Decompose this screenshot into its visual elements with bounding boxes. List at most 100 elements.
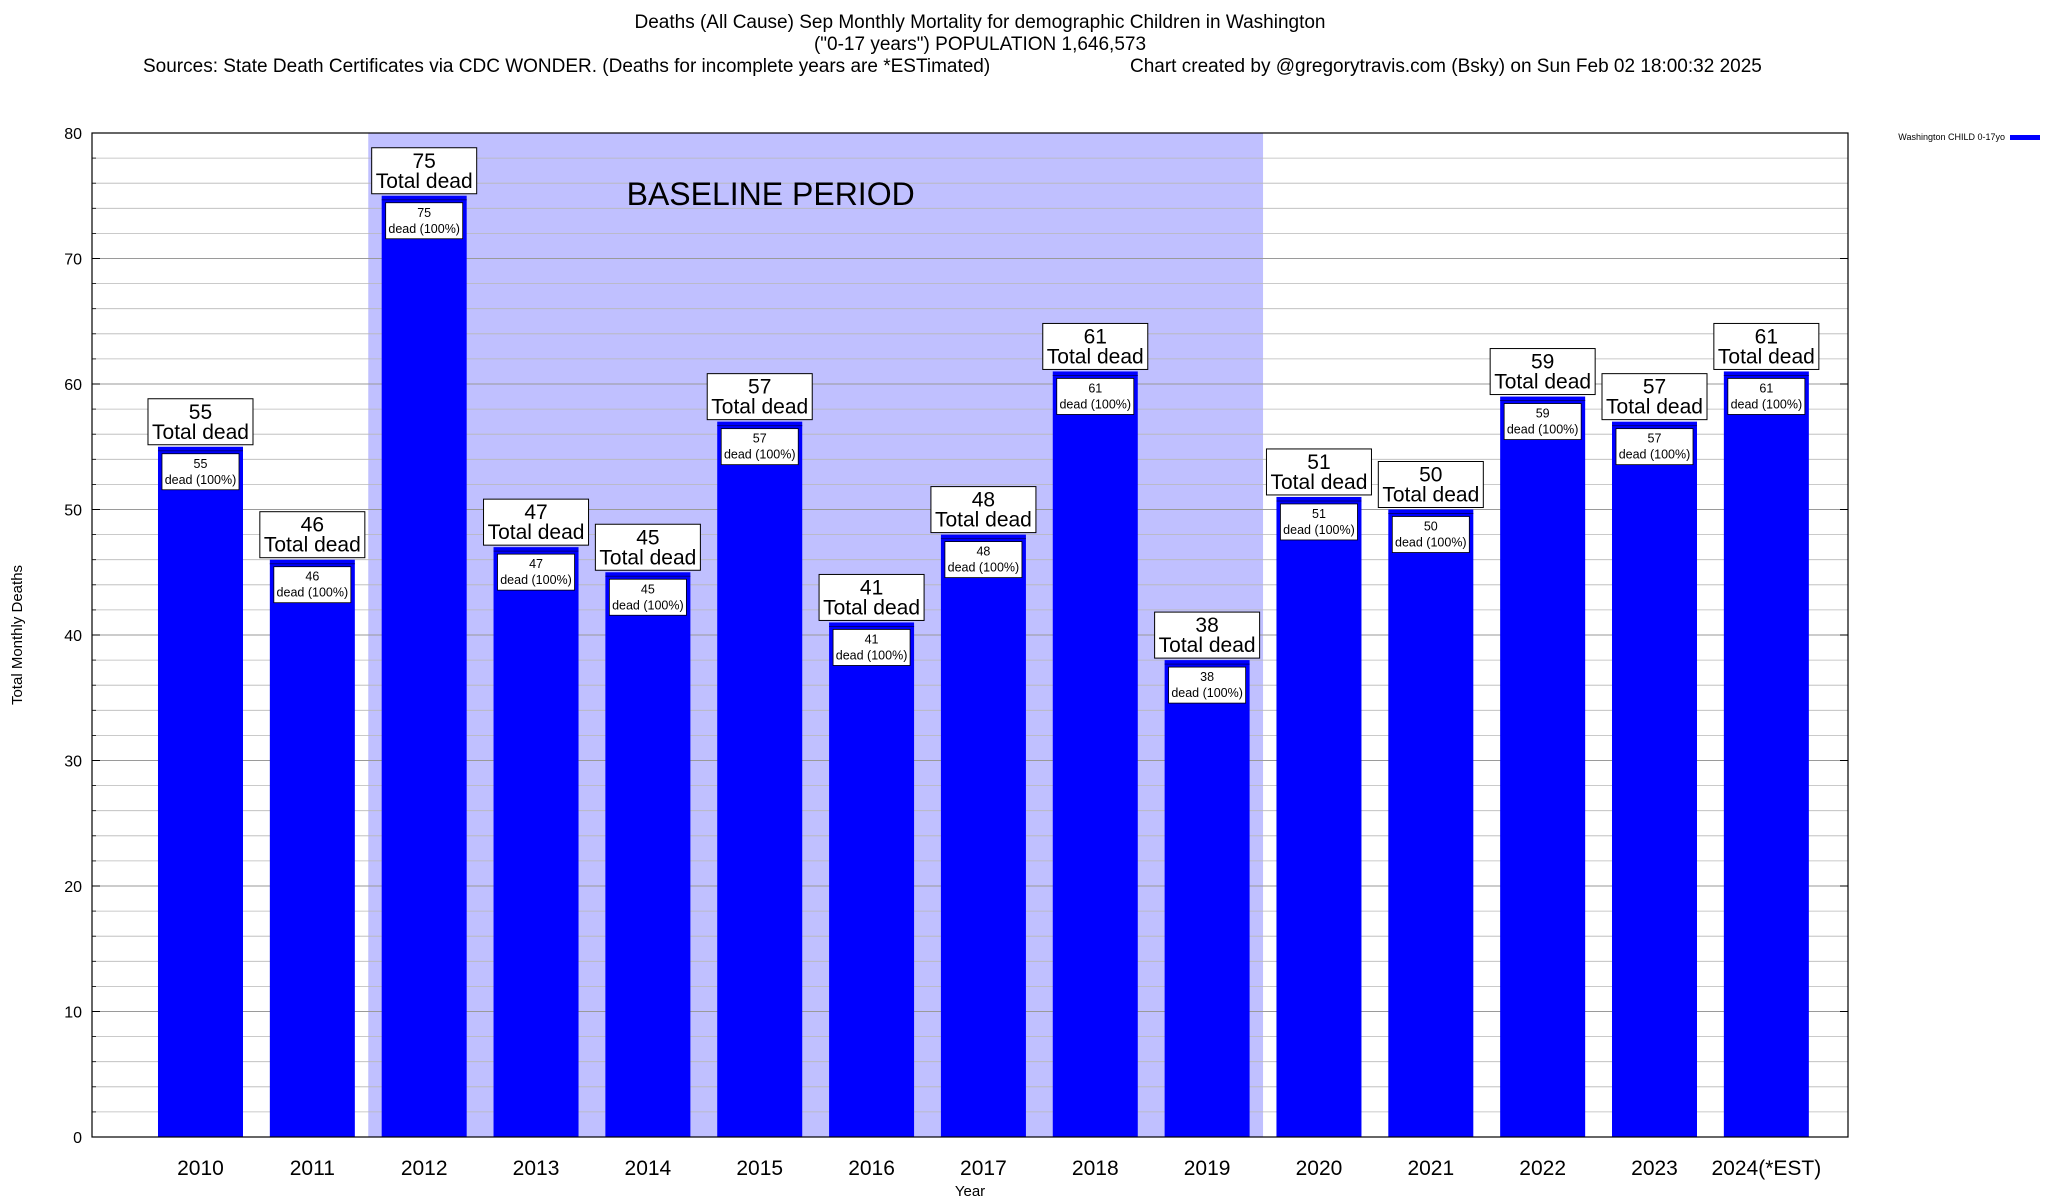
bar-2014 <box>605 572 691 1137</box>
y-axis-title: Total Monthly Deaths <box>9 565 26 705</box>
bar-inner-value: 47 <box>529 557 543 571</box>
bar-top-value: 57 <box>1643 376 1666 399</box>
x-tick-label: 2011 <box>290 1157 335 1180</box>
bar-top-text: Total dead <box>1159 634 1256 657</box>
bar-top-label-box <box>483 498 590 546</box>
bar-inner-label-box <box>720 428 799 466</box>
bar-2011 <box>269 559 355 1137</box>
chart-title: Deaths (All Cause) Sep Monthly Mortality… <box>634 12 1326 33</box>
y-tick-label: 10 <box>64 1005 82 1022</box>
bar-top-value: 55 <box>189 401 212 424</box>
bar-top-label-box <box>1154 611 1261 659</box>
x-tick-label: 2023 <box>1631 1157 1678 1180</box>
bar-top-text: Total dead <box>1047 345 1144 368</box>
bar-inner-percent: dead (100%) <box>948 561 1020 575</box>
x-tick-label: 2018 <box>1072 1157 1119 1180</box>
bar-inner-percent: dead (100%) <box>1731 397 1803 411</box>
bar-2015 <box>717 421 803 1137</box>
bar-2016 <box>829 622 915 1137</box>
chart-title-block: Deaths (All Cause) Sep Monthly Mortality… <box>0 12 1960 77</box>
bar-inner-value: 46 <box>305 570 319 584</box>
bar-2022 <box>1500 396 1586 1137</box>
bar-top-label-box <box>1265 448 1372 496</box>
bar-inner-label-box <box>1168 666 1247 704</box>
bar-top-text: Total dead <box>1718 345 1815 368</box>
bar-inner-percent: dead (100%) <box>1395 536 1467 550</box>
bar-top-text: Total dead <box>1382 484 1479 507</box>
bar-2013 <box>493 547 579 1137</box>
bar-2023 <box>1612 421 1698 1137</box>
x-tick-label: 2010 <box>177 1157 224 1180</box>
bar-inner-label-box <box>1727 378 1806 415</box>
y-tick-label: 70 <box>64 252 82 269</box>
bar-top-value: 47 <box>524 501 547 524</box>
bar-top-text: Total dead <box>152 421 249 444</box>
bar-top-text: Total dead <box>1271 471 1368 494</box>
bar-inner-value: 50 <box>1424 520 1438 534</box>
chart-subtitle: ("0-17 years") POPULATION 1,646,573 <box>813 34 1147 55</box>
bar-inner-label-box <box>273 566 352 604</box>
x-tick-label: 2013 <box>513 1157 560 1180</box>
bar-inner-percent: dead (100%) <box>1507 423 1579 437</box>
bar-inner-value: 57 <box>1648 432 1662 446</box>
y-tick-label: 80 <box>64 126 82 143</box>
x-tick-label: 2024(*EST) <box>1711 1157 1821 1180</box>
baseline-period-label: BASELINE PERIOD <box>627 176 915 212</box>
bar-inner-percent: dead (100%) <box>1171 686 1243 700</box>
bar-2010 <box>157 446 243 1137</box>
bar-top-value: 57 <box>748 376 771 399</box>
bar-inner-percent: dead (100%) <box>388 222 460 236</box>
bar-inner-label-box <box>1056 378 1135 415</box>
bar-inner-value: 51 <box>1312 507 1326 521</box>
bar-inner-label-box <box>497 553 575 591</box>
bar-top-value: 50 <box>1419 464 1442 487</box>
bar-top-text: Total dead <box>264 534 361 557</box>
bar-inner-percent: dead (100%) <box>612 598 684 612</box>
bar-top-label-box <box>1713 322 1820 370</box>
x-tick-label: 2017 <box>960 1157 1007 1180</box>
bar-inner-value: 55 <box>194 457 208 471</box>
bar-top-value: 61 <box>1755 325 1778 348</box>
bar-top-text: Total dead <box>1606 396 1703 419</box>
bar-top-value: 59 <box>1531 351 1554 374</box>
bar-inner-percent: dead (100%) <box>277 586 349 600</box>
bar-top-text: Total dead <box>376 170 473 193</box>
x-axis-title: Year <box>955 1183 985 1200</box>
bar-inner-value: 59 <box>1536 407 1550 421</box>
bar-inner-percent: dead (100%) <box>724 448 796 462</box>
bar-inner-value: 61 <box>1759 381 1773 395</box>
legend-label: Washington CHILD 0-17yo <box>1898 132 2005 142</box>
bar-2020 <box>1276 496 1362 1137</box>
bar-2018 <box>1052 371 1138 1137</box>
bar-inner-label-box <box>385 202 464 240</box>
bar-top-label-box <box>1377 461 1484 508</box>
bar-2024(*EST) <box>1723 371 1809 1137</box>
bar-inner-label-box <box>1503 403 1582 440</box>
bar-inner-value: 41 <box>865 632 879 646</box>
bar-top-label-box <box>371 147 478 195</box>
bar-top-label-box <box>1042 322 1149 370</box>
bar-top-value: 41 <box>860 576 883 599</box>
bar-inner-label-box <box>832 629 911 666</box>
bar-inner-value: 38 <box>1200 670 1214 684</box>
bar-inner-label-box <box>608 578 687 616</box>
bar-top-value: 38 <box>1195 614 1218 637</box>
x-tick-label: 2022 <box>1519 1157 1566 1180</box>
x-tick-label: 2019 <box>1184 1157 1231 1180</box>
bar-top-label-box <box>147 398 254 446</box>
bar-top-value: 61 <box>1084 325 1107 348</box>
bar-top-label-box <box>1489 348 1596 396</box>
bar-inner-label-box <box>1615 428 1694 466</box>
bar-2017 <box>940 534 1026 1137</box>
bar-top-label-box <box>818 573 925 621</box>
bar-top-label-box <box>1601 373 1708 421</box>
bar-2019 <box>1164 660 1250 1137</box>
bar-top-label-box <box>594 523 701 571</box>
bar-top-label-box <box>930 486 1037 534</box>
bar-top-label-box <box>259 511 366 559</box>
x-tick-label: 2020 <box>1296 1157 1343 1180</box>
bar-top-value: 45 <box>636 526 659 549</box>
y-tick-label: 60 <box>64 377 82 394</box>
legend-swatch <box>2010 135 2040 140</box>
